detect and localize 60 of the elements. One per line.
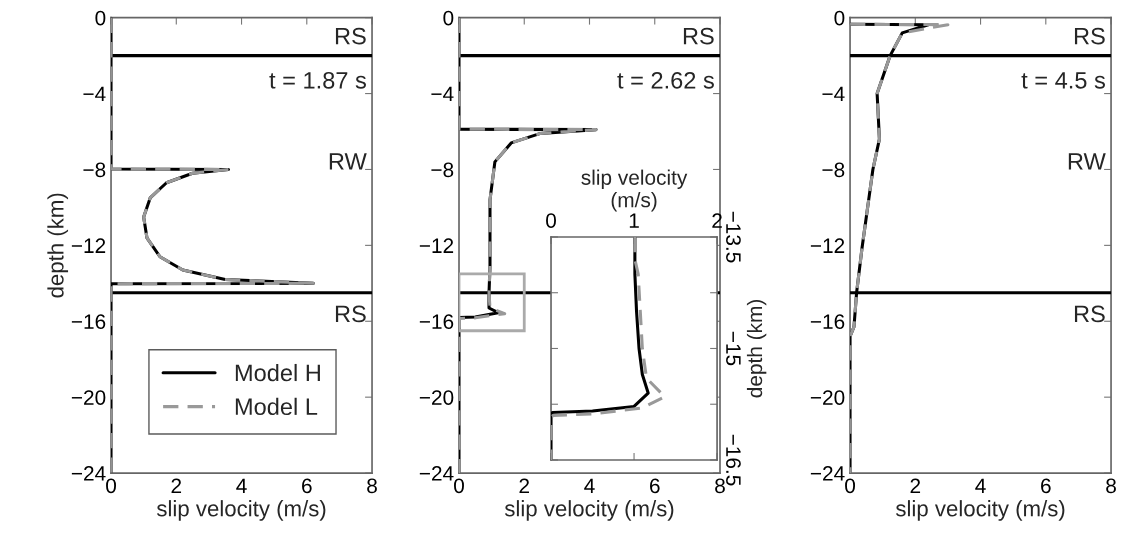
y-tick-label: −8 [431, 162, 454, 178]
y-tick-label: 0 [95, 10, 106, 26]
x-axis-title: slip velocity (m/s) [156, 500, 326, 521]
y-tick-label: −8 [822, 162, 845, 178]
y-tick-label: −20 [71, 390, 106, 405]
annotation: t = 2.62 s [617, 71, 714, 89]
annotation: RS [335, 305, 366, 323]
x-tick-label: 0 [546, 213, 556, 228]
annotation: RW [329, 153, 367, 170]
x-tick-label: 2 [519, 478, 529, 494]
y-tick-label: −16.5 [726, 434, 741, 486]
annotation: RW [1068, 153, 1106, 170]
y-tick-label: −20 [419, 390, 454, 405]
x-tick-label: 1 [629, 213, 639, 228]
x-tick-label: 2 [171, 478, 182, 494]
y-tick-label: −13.5 [726, 211, 741, 263]
x-tick-label: 6 [650, 478, 660, 494]
y-tick-label: −16 [810, 314, 845, 330]
x-axis-title: slip velocity (m/s) [895, 500, 1065, 521]
y-tick-label: −24 [419, 466, 454, 481]
x-tick-label: 6 [1041, 478, 1051, 494]
x-tick-label: 8 [1106, 478, 1116, 494]
y-tick-label: −4 [431, 86, 454, 102]
y-tick-label: −4 [83, 86, 106, 102]
y-tick-label: −16 [419, 314, 454, 330]
x-tick-label: 2 [910, 478, 921, 494]
x-tick-label: 6 [302, 478, 312, 494]
annotation: RS [335, 27, 366, 45]
x-tick-label: 8 [367, 478, 377, 494]
y-tick-label: −12 [419, 238, 454, 253]
x-axis-title: slip velocity (m/s) [581, 169, 688, 212]
y-tick-label: −24 [810, 466, 845, 481]
x-tick-label: 0 [454, 478, 464, 494]
y-tick-label: −8 [83, 162, 106, 178]
y-tick-label: −4 [822, 86, 845, 102]
x-tick-label: 4 [975, 478, 986, 494]
x-tick-label: 0 [106, 478, 117, 494]
annotation: t = 4.5 s [1021, 72, 1105, 89]
y-axis-title: depth (km) [746, 299, 767, 398]
y-tick-label: −12 [810, 238, 845, 253]
x-axis-title: slip velocity (m/s) [504, 500, 674, 521]
y-tick-label: −12 [71, 238, 106, 253]
x-tick-label: 4 [584, 478, 595, 494]
y-tick-label: 0 [443, 10, 454, 26]
y-tick-label: −20 [810, 390, 845, 405]
annotation: RS [1074, 305, 1105, 323]
y-tick-label: 0 [834, 10, 845, 26]
x-tick-label: 2 [712, 213, 722, 228]
x-tick-label: 4 [236, 478, 247, 494]
annotation: RS [683, 27, 714, 45]
x-tick-label: 0 [845, 478, 856, 494]
y-axis-title: depth (km) [47, 193, 69, 298]
annotation: RS [1074, 27, 1105, 45]
x-tick-label: 8 [715, 478, 725, 494]
legend-label: Model L [235, 397, 318, 416]
y-tick-label: −16 [71, 314, 106, 330]
y-tick-label: −24 [71, 466, 106, 481]
annotation: t = 1.87 s [269, 71, 366, 89]
legend-label: Model H [235, 363, 320, 382]
y-tick-label: −15 [726, 331, 741, 366]
